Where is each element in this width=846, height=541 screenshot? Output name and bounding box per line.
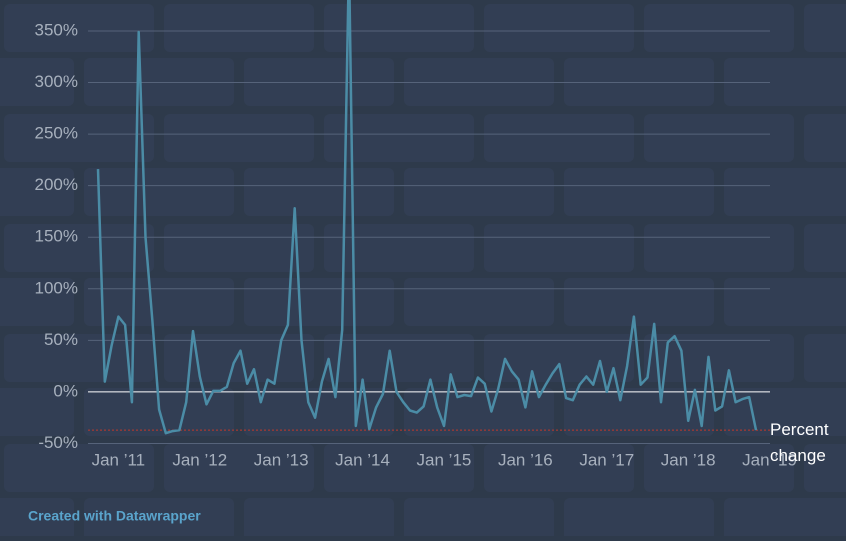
x-tick-label: Jan ’18 (661, 450, 716, 469)
line (96, 0, 758, 435)
y-tick-label: 200% (35, 175, 78, 194)
y-tick-label: 100% (35, 278, 78, 297)
x-tick-label: Jan ’13 (254, 450, 309, 469)
series-group (96, 0, 758, 435)
plot-area: -50% 0% 50% 100% 150% 200% 250% 300% 350% Jan ’11… (35, 0, 829, 469)
x-tick-label: Jan ’19 (742, 450, 797, 469)
x-tick-label: Jan ’15 (417, 450, 472, 469)
x-tick-label: Jan ’17 (579, 450, 634, 469)
x-tick-label: Jan ’16 (498, 450, 553, 469)
series-label: Percent change (770, 421, 829, 466)
y-tick-label: 300% (35, 72, 78, 91)
y-tick-label: 350% (35, 20, 78, 39)
credit[interactable]: Created with Datawrapper (28, 508, 201, 524)
x-tick-label: Jan ’14 (335, 450, 390, 469)
x-tick-label: Jan ’12 (172, 450, 227, 469)
y-tick-label: 50% (44, 330, 78, 349)
y-tick-label: 250% (35, 124, 78, 143)
y-tick-label: 0% (53, 381, 78, 400)
x-tick-label: Jan ’11 (92, 450, 146, 469)
y-tick-label: -50% (38, 433, 78, 452)
y-tick-label: 150% (35, 227, 78, 246)
